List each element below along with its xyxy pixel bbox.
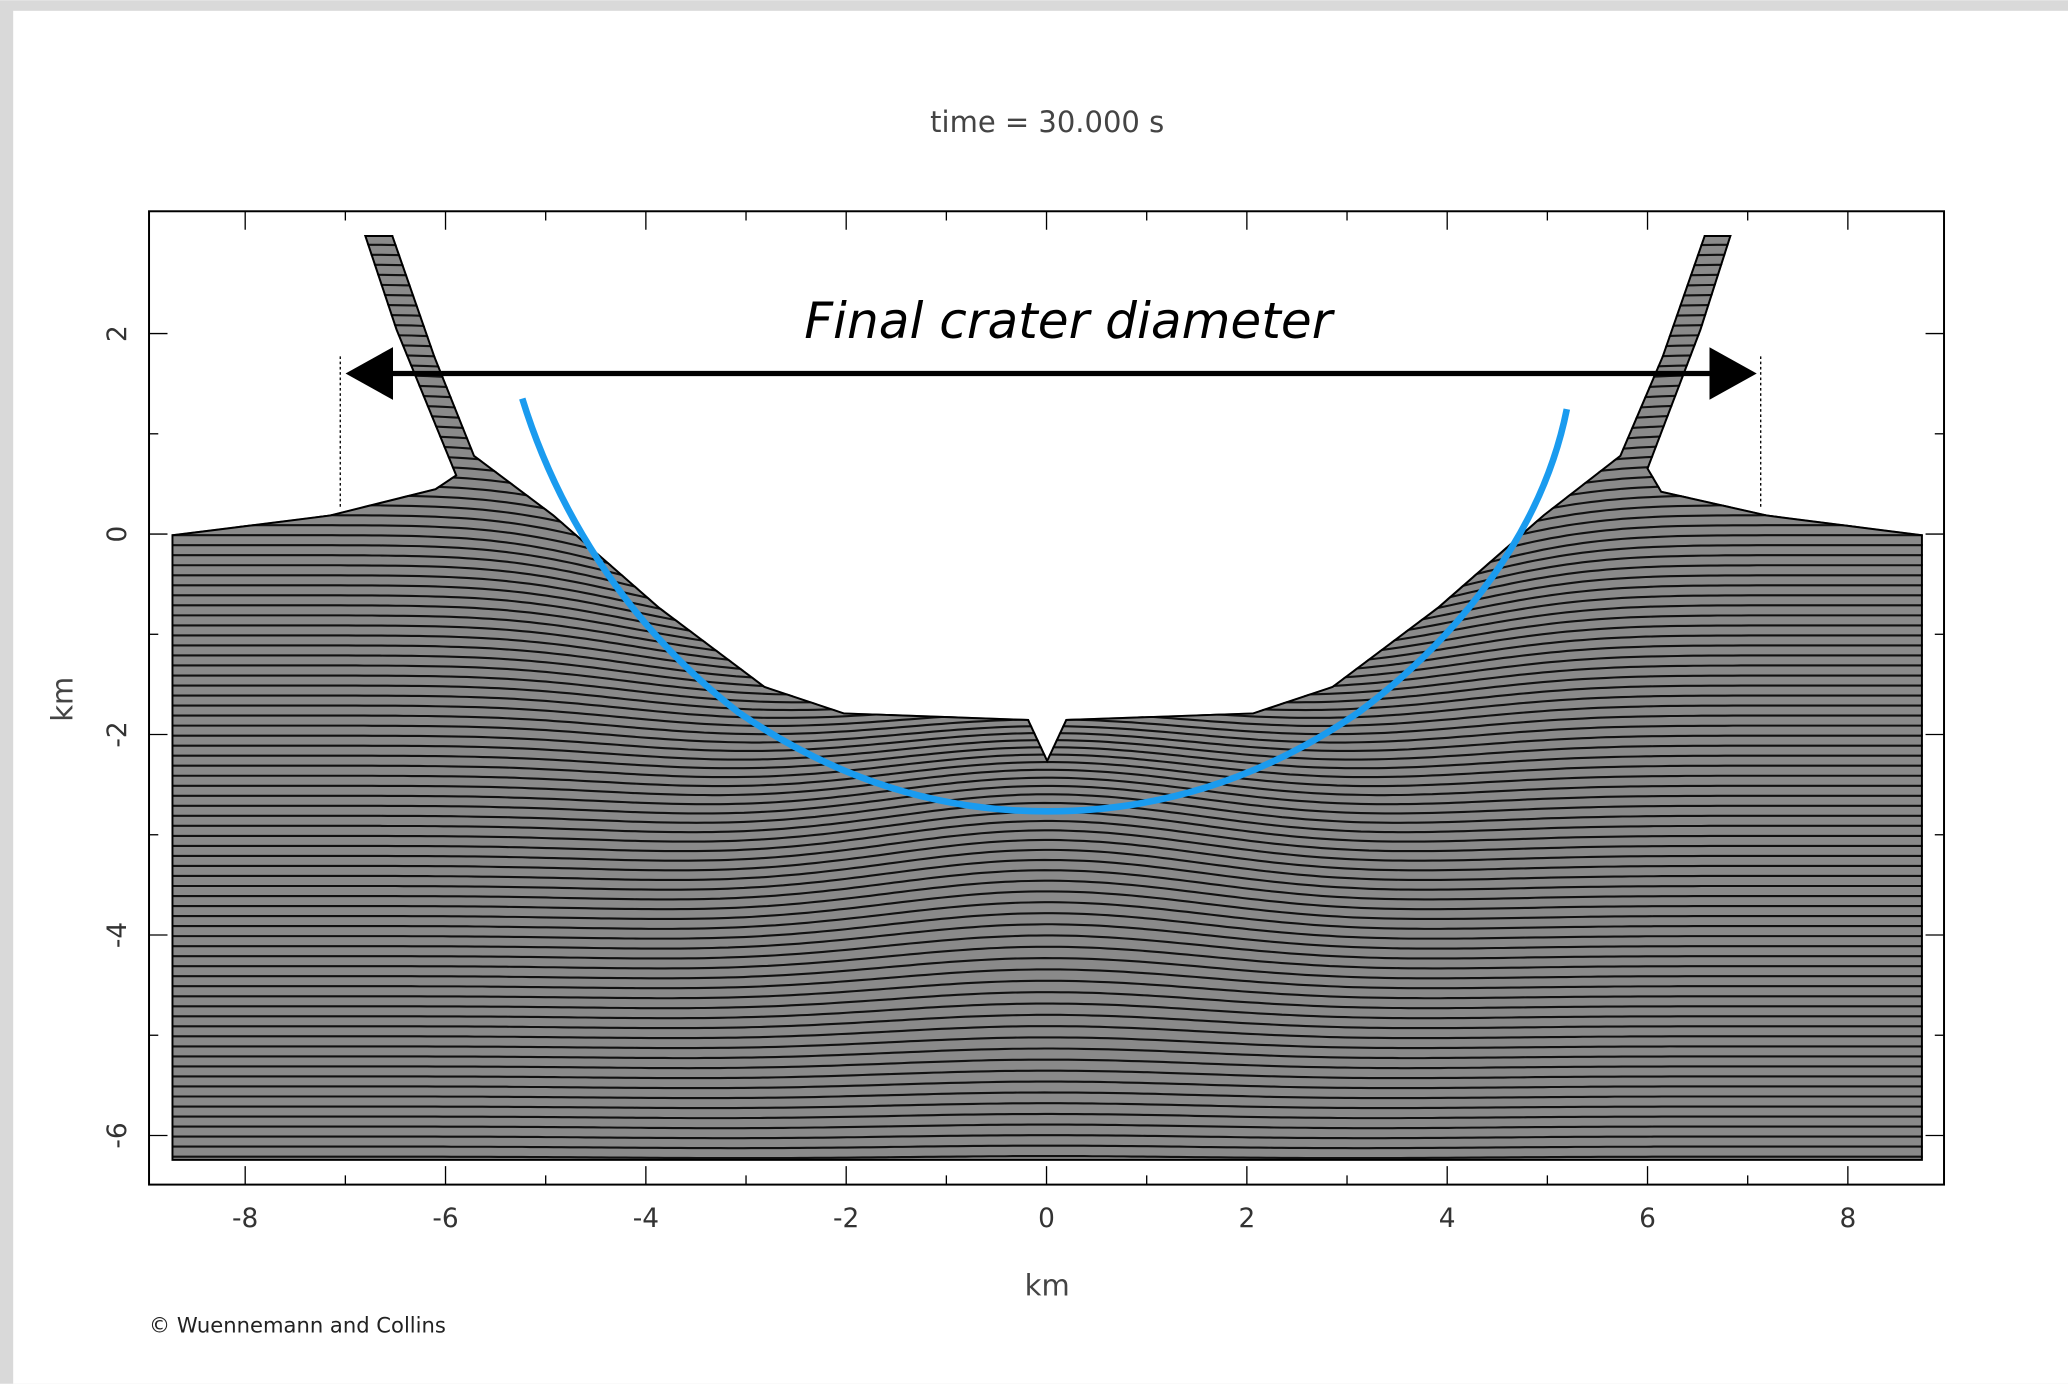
layer-line bbox=[171, 819, 1923, 853]
x-axis-label: km bbox=[1025, 1268, 1070, 1302]
layer-line bbox=[171, 760, 1923, 788]
layer-line bbox=[171, 838, 1923, 872]
layer-line bbox=[171, 1036, 1923, 1050]
x-tick-label: 6 bbox=[1639, 1204, 1656, 1234]
layer-line bbox=[171, 829, 1923, 862]
layer-line bbox=[171, 979, 1923, 1000]
x-tick-label: -6 bbox=[432, 1204, 458, 1234]
layer-line bbox=[171, 776, 1923, 806]
layer-line bbox=[171, 945, 1923, 970]
layer-line bbox=[171, 1144, 1923, 1150]
layer-line bbox=[171, 879, 1923, 911]
layer-line bbox=[171, 1069, 1923, 1080]
layer-line bbox=[171, 869, 1923, 901]
y-tick-label: 0 bbox=[103, 526, 133, 543]
layer-line bbox=[171, 890, 1923, 921]
annotation: Final crater diameter bbox=[804, 291, 1335, 350]
layer-line bbox=[171, 1112, 1923, 1120]
layer-line bbox=[171, 1002, 1923, 1020]
y-tick-label: 2 bbox=[103, 325, 133, 342]
layer-line bbox=[171, 1123, 1923, 1130]
layer-line bbox=[171, 793, 1923, 824]
layer-line bbox=[171, 1013, 1923, 1030]
layer-line bbox=[171, 858, 1923, 891]
layer-line bbox=[171, 801, 1923, 834]
credit: © Wuennemann and Collins bbox=[149, 1312, 446, 1337]
layer-line bbox=[171, 991, 1923, 1010]
layer-line bbox=[171, 1134, 1923, 1140]
crater-fit-curve bbox=[519, 397, 1571, 815]
layer-line bbox=[171, 1155, 1923, 1160]
layer-line bbox=[171, 923, 1923, 950]
layer-line bbox=[171, 901, 1923, 930]
x-tick-label: 8 bbox=[1839, 1204, 1856, 1234]
x-tick-label: 4 bbox=[1439, 1204, 1456, 1234]
x-tick-label: 0 bbox=[1038, 1204, 1055, 1234]
surface-outline bbox=[171, 235, 1923, 1161]
layer-line bbox=[171, 1025, 1923, 1040]
layer-line bbox=[171, 848, 1923, 881]
x-tick-label: -2 bbox=[833, 1204, 859, 1234]
chart-title: time = 30.000 s bbox=[930, 105, 1164, 139]
layer-line bbox=[171, 1102, 1923, 1110]
y-tick-label: -4 bbox=[103, 922, 133, 948]
x-tick-label: -4 bbox=[633, 1204, 659, 1234]
layer-line bbox=[171, 956, 1923, 980]
layer-line bbox=[171, 968, 1923, 990]
y-axis-label: km bbox=[46, 677, 80, 722]
layer-line bbox=[171, 1058, 1923, 1070]
layer-line bbox=[171, 1080, 1923, 1090]
y-tick-label: -6 bbox=[103, 1122, 133, 1148]
y-tick-label: -2 bbox=[103, 721, 133, 747]
layer-line bbox=[171, 934, 1923, 960]
x-tick-label: 2 bbox=[1238, 1204, 1255, 1234]
layer-line bbox=[171, 784, 1923, 815]
layer-line bbox=[171, 1091, 1923, 1100]
layer-line bbox=[171, 768, 1923, 797]
x-tick-label: -8 bbox=[232, 1204, 258, 1234]
layer-line bbox=[171, 1047, 1923, 1060]
layer-line bbox=[171, 912, 1923, 940]
